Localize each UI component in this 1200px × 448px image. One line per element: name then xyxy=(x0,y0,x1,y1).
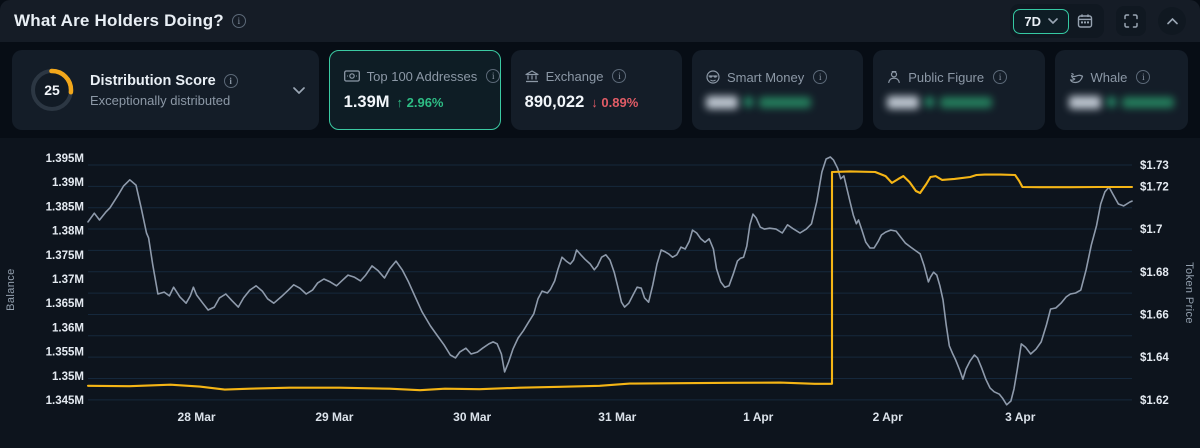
left-axis-tick: 1.37M xyxy=(52,274,84,286)
chevron-down-icon xyxy=(292,87,305,95)
range-dropdown[interactable]: 7D xyxy=(1013,8,1069,34)
left-axis-tick: 1.35M xyxy=(52,371,84,383)
bank-icon xyxy=(525,69,539,83)
metric-info-icon[interactable] xyxy=(612,69,627,83)
x-axis-tick: 3 Apr xyxy=(1005,410,1036,424)
left-axis-tick: 1.385M xyxy=(46,201,84,213)
x-axis-tick: 29 Mar xyxy=(315,410,353,424)
card-exchange[interactable]: Exchange 890,022 ↓ 0.89% xyxy=(510,50,682,130)
card-smart-money[interactable]: Smart Money xyxy=(691,50,864,130)
x-axis-tick: 31 Mar xyxy=(598,410,636,424)
person-icon xyxy=(887,70,901,84)
metric-info-icon[interactable] xyxy=(993,70,1008,84)
card-whale[interactable]: Whale xyxy=(1054,50,1189,130)
metric-value: 890,022 xyxy=(524,92,585,111)
holders-chart[interactable]: 1.395M 1.39M 1.385M 1.38M 1.375M 1.37M 1.365M 1… xyxy=(0,138,1200,448)
right-axis-tick: $1.66 xyxy=(1140,309,1169,321)
distribution-score-title: Distribution Score xyxy=(90,72,216,89)
whale-icon xyxy=(1069,71,1084,84)
range-label: 7D xyxy=(1024,13,1041,29)
distribution-expand-chevron[interactable] xyxy=(292,81,305,99)
right-axis-tick: $1.64 xyxy=(1140,352,1169,364)
fullscreen-icon xyxy=(1124,14,1138,28)
x-axis-tick: 2 Apr xyxy=(873,410,904,424)
left-axis-tick: 1.375M xyxy=(46,250,84,262)
date-range-group: 7D xyxy=(1010,4,1104,38)
metric-info-icon[interactable] xyxy=(486,69,501,83)
masked-metric-value xyxy=(887,94,1030,111)
metric-label: Top 100 Addresses xyxy=(366,68,478,84)
left-axis-tick: 1.395M xyxy=(46,153,84,165)
series-token-price xyxy=(86,170,1134,392)
metric-change: ↑ 2.96% xyxy=(396,94,444,110)
header: What Are Holders Doing? 7D xyxy=(0,0,1200,42)
distribution-info-icon[interactable] xyxy=(223,73,238,88)
left-axis-tick: 1.345M xyxy=(46,395,84,407)
left-axis-title: Balance xyxy=(5,268,17,311)
right-axis-tick: $1.68 xyxy=(1140,267,1169,279)
right-axis-title: Token Price xyxy=(1183,262,1195,324)
chevron-down-icon xyxy=(1048,18,1058,24)
metric-info-icon[interactable] xyxy=(1136,70,1151,84)
chevron-up-icon xyxy=(1166,17,1178,24)
left-axis-tick: 1.39M xyxy=(52,177,84,189)
fullscreen-button[interactable] xyxy=(1116,6,1146,36)
metric-cards-row: 25 Distribution Score Exceptionally dist… xyxy=(0,42,1200,138)
right-axis-tick: $1.62 xyxy=(1140,395,1169,407)
distribution-score-card[interactable]: 25 Distribution Score Exceptionally dist… xyxy=(12,50,319,130)
left-axis-tick: 1.36M xyxy=(52,322,84,334)
distribution-score-gauge: 25 xyxy=(28,66,76,114)
metric-label: Exchange xyxy=(545,68,604,84)
distribution-score-value: 25 xyxy=(44,82,60,98)
title-info-icon[interactable] xyxy=(231,14,246,28)
masked-metric-value xyxy=(705,94,849,111)
left-axis-tick: 1.365M xyxy=(46,298,84,310)
calendar-icon xyxy=(1077,14,1093,28)
metric-change: ↓ 0.89% xyxy=(591,94,639,110)
series-balance xyxy=(87,156,1133,406)
right-axis-tick: $1.72 xyxy=(1140,181,1169,193)
header-controls: 7D xyxy=(1010,4,1186,38)
right-axis-tick: $1.7 xyxy=(1140,224,1162,236)
metric-value: 1.39M xyxy=(343,92,390,111)
x-axis-tick: 28 Mar xyxy=(178,410,216,424)
left-axis-tick: 1.355M xyxy=(46,347,84,359)
metric-label: Public Figure xyxy=(908,69,985,85)
card-top-100-addresses[interactable]: Top 100 Addresses 1.39M ↑ 2.96% xyxy=(328,50,501,130)
x-axis-tick: 1 Apr xyxy=(743,410,774,424)
metric-label: Smart Money xyxy=(726,69,805,85)
card-public-figure[interactable]: Public Figure xyxy=(873,50,1045,130)
page-title: What Are Holders Doing? xyxy=(14,11,224,30)
holders-chart-panel: 1.395M 1.39M 1.385M 1.38M 1.375M 1.37M 1.365M 1… xyxy=(0,138,1200,448)
right-axis-tick: $1.73 xyxy=(1140,160,1169,172)
calendar-button[interactable] xyxy=(1069,7,1101,35)
metric-info-icon[interactable] xyxy=(813,70,828,84)
smart-money-icon xyxy=(706,70,720,84)
distribution-score-subtitle: Exceptionally distributed xyxy=(90,92,231,108)
banknote-icon xyxy=(343,70,360,82)
masked-metric-value xyxy=(1068,94,1174,111)
collapse-button[interactable] xyxy=(1158,7,1186,35)
left-axis-tick: 1.38M xyxy=(52,226,84,238)
x-axis-tick: 30 Mar xyxy=(453,410,491,424)
metric-label: Whale xyxy=(1090,69,1128,85)
